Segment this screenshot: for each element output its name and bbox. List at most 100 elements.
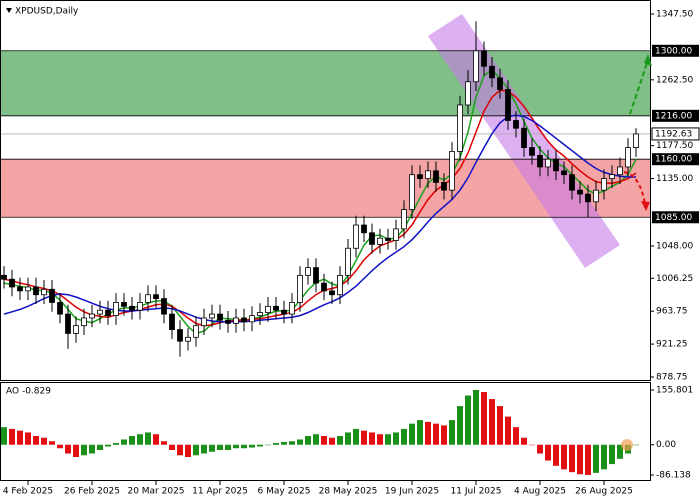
x-tick-label: 28 May 2025 [319, 487, 378, 497]
ao-bar [281, 441, 287, 445]
ao-bar [633, 444, 639, 446]
y-tick-label: 1347.50 [656, 10, 693, 20]
candle-body [137, 302, 143, 311]
candle-body [505, 89, 511, 121]
ao-bar [465, 395, 471, 445]
ao-bar [377, 434, 383, 445]
ao-bar [393, 432, 399, 445]
ao-bar [137, 434, 143, 445]
ao-bar [537, 444, 543, 454]
ao-bar [569, 444, 575, 473]
ao-bar [265, 444, 271, 446]
ao-bar [161, 441, 167, 445]
ao-bar [441, 425, 447, 445]
candle-body [17, 286, 23, 292]
ao-bar [129, 435, 135, 445]
ao-bar [409, 423, 415, 445]
candle-body [577, 189, 583, 195]
candle-body [345, 247, 351, 276]
ao-bar [489, 399, 495, 445]
candle-body [129, 305, 135, 311]
candle-body [73, 325, 79, 334]
ao-tick-label: -86.138 [656, 471, 691, 481]
candle-body [217, 313, 223, 321]
ao-bar [505, 416, 511, 445]
candle-body [161, 298, 167, 315]
candle-body [393, 228, 399, 241]
candle-body [249, 315, 255, 323]
ao-bar [545, 444, 551, 461]
ao-bar [553, 444, 559, 466]
level-label: 1216.00 [655, 111, 692, 121]
level-box [652, 109, 699, 122]
candle-body [545, 158, 551, 168]
candle-body [417, 174, 423, 179]
level-box [652, 153, 699, 166]
current-price-label: 1192.63 [655, 129, 692, 139]
ao-tick-label: 155.801 [656, 386, 693, 396]
level-label: 1160.00 [655, 155, 692, 165]
ao-bar [89, 444, 95, 454]
ao-bar [601, 444, 607, 470]
ao-bar [417, 420, 423, 445]
level-box [652, 211, 699, 224]
ao-bar [121, 439, 127, 445]
ao-bar [9, 428, 15, 445]
candle-body [297, 274, 303, 303]
y-tick-label: 1262.50 [656, 75, 693, 85]
candle-body [409, 174, 415, 210]
ao-highlight [621, 439, 633, 451]
x-tick-label: 6 May 2025 [258, 487, 311, 497]
ao-bar [481, 392, 487, 445]
candle-body [457, 104, 463, 152]
ao-bar [585, 444, 591, 475]
y-tick-label: 878.75 [656, 373, 688, 383]
candle-body [177, 329, 183, 342]
candle-body [313, 267, 319, 284]
ao-bar [153, 434, 159, 445]
x-tick-label: 19 Jun 2025 [385, 487, 439, 497]
ao-bar [105, 444, 111, 447]
y-tick-label: 1177.50 [656, 141, 693, 151]
ao-bar [321, 435, 327, 445]
down-arrow-head [641, 201, 650, 211]
ao-bar [233, 444, 239, 449]
ao-bar [65, 444, 71, 454]
ao-bar [329, 437, 335, 445]
candle-body [481, 50, 487, 67]
ao-bar [73, 444, 79, 458]
y-tick-label: 921.25 [656, 340, 688, 350]
candle-body [97, 309, 103, 315]
ao-bar [193, 444, 199, 456]
candle-body [1, 274, 7, 280]
ao-bar [617, 444, 623, 459]
ao-bar [361, 430, 367, 445]
candle-body [497, 77, 503, 90]
candle-body [233, 317, 239, 324]
menu-icon [6, 8, 12, 13]
candle-body [113, 302, 119, 317]
ao-bar [97, 444, 103, 451]
ao-bar [57, 444, 63, 449]
candle-body [201, 317, 207, 327]
x-tick-label: 26 Feb 2025 [64, 487, 120, 497]
y-tick-label: 1135.00 [656, 174, 693, 184]
ao-tick-label: 0.00 [656, 440, 676, 450]
candle-body [265, 305, 271, 313]
ao-bar [289, 441, 295, 445]
level-label: 1085.00 [655, 213, 692, 223]
x-tick-label: 11 Apr 2025 [192, 487, 248, 497]
candle-body [473, 50, 479, 83]
moving-average [3, 114, 636, 323]
level-box [652, 44, 699, 57]
candle-body [561, 170, 567, 176]
ao-bar [593, 444, 599, 473]
ao-bar [449, 420, 455, 445]
ao-bar [17, 430, 23, 445]
candle-body [449, 151, 455, 191]
ao-bar [81, 444, 87, 456]
candle-body [169, 313, 175, 330]
ao-bar [217, 444, 223, 451]
ao-bar [401, 428, 407, 445]
